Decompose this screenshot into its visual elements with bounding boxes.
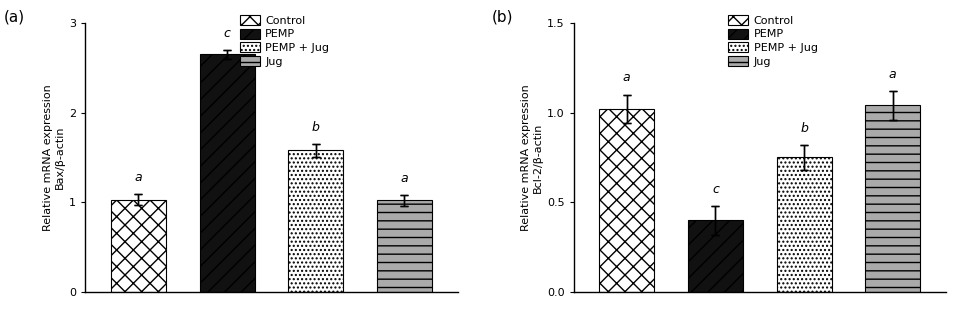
Legend: Control, PEMP, PEMP + Jug, Jug: Control, PEMP, PEMP + Jug, Jug bbox=[240, 15, 329, 66]
Y-axis label: Relative mRNA expression
Bax/β-actin: Relative mRNA expression Bax/β-actin bbox=[43, 84, 65, 231]
Text: a: a bbox=[623, 71, 631, 84]
Text: a: a bbox=[401, 172, 409, 185]
Bar bbox=[599, 109, 655, 292]
Bar bbox=[200, 54, 255, 292]
Bar bbox=[688, 220, 743, 292]
Text: (b): (b) bbox=[492, 10, 513, 24]
Text: a: a bbox=[135, 171, 143, 184]
Text: (a): (a) bbox=[4, 10, 25, 24]
Bar bbox=[776, 158, 832, 292]
Legend: Control, PEMP, PEMP + Jug, Jug: Control, PEMP, PEMP + Jug, Jug bbox=[728, 15, 817, 66]
Text: a: a bbox=[889, 68, 897, 81]
Text: c: c bbox=[224, 27, 231, 40]
Bar bbox=[111, 200, 166, 292]
Text: b: b bbox=[312, 121, 320, 134]
Text: c: c bbox=[712, 183, 719, 196]
Y-axis label: Relative mRNA expression
Bcl-2/β-actin: Relative mRNA expression Bcl-2/β-actin bbox=[521, 84, 543, 231]
Text: b: b bbox=[800, 122, 808, 135]
Bar bbox=[865, 105, 921, 292]
Bar bbox=[377, 201, 432, 292]
Bar bbox=[288, 150, 344, 292]
